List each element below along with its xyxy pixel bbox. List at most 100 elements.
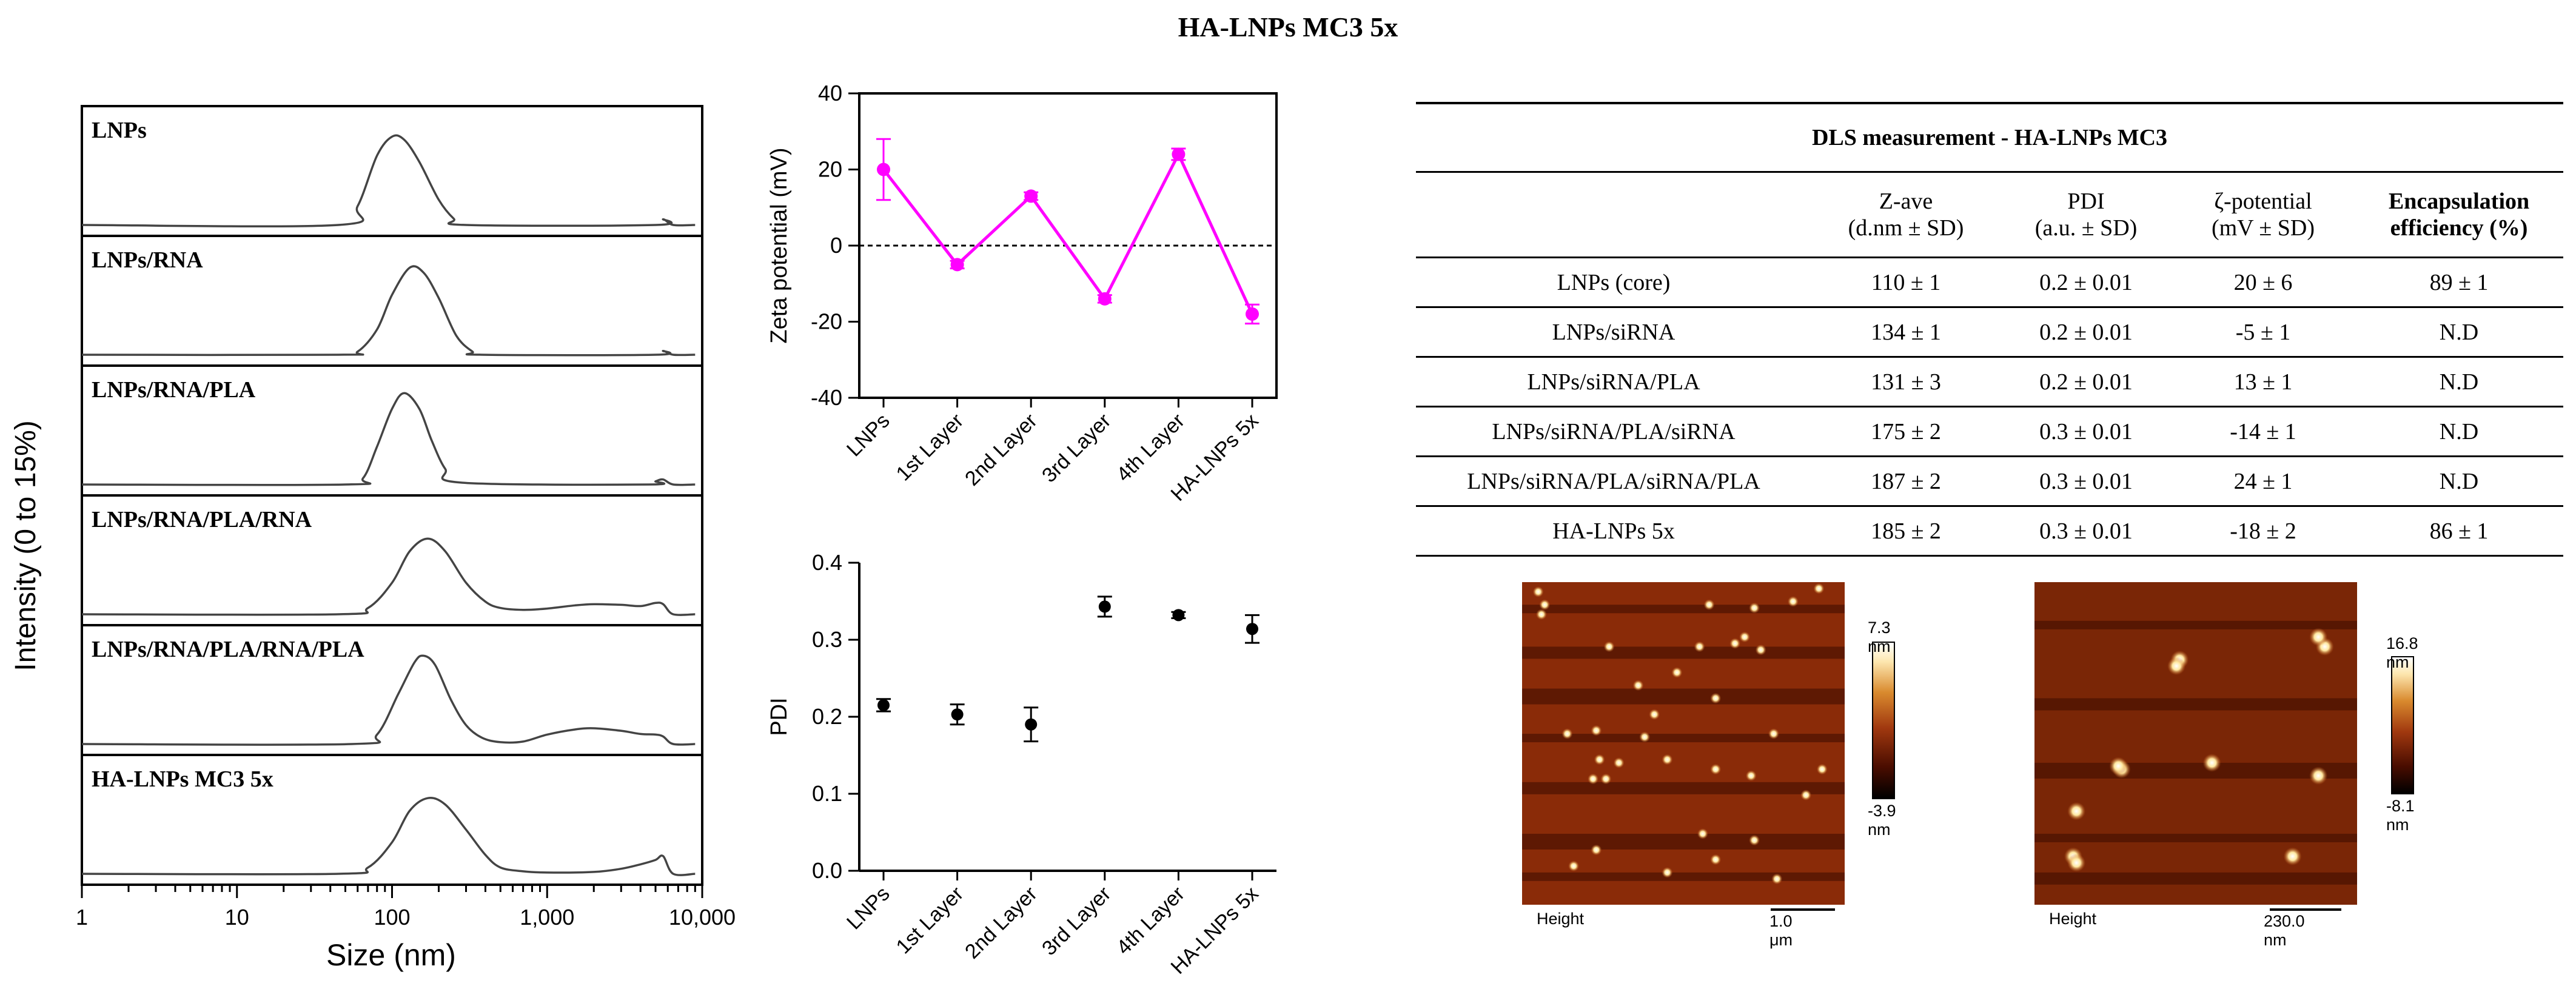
size-distribution-curve bbox=[81, 265, 696, 357]
y-tick-label: 20 bbox=[818, 157, 842, 182]
afm-scan-streak bbox=[2034, 698, 2357, 711]
size-x-tick-label: 1,000 bbox=[520, 905, 574, 930]
data-point bbox=[1098, 600, 1111, 613]
data-point bbox=[877, 163, 890, 176]
size-distribution-chart: Intensity (0 to 15%) LNPs LNPs/RNA LNPs/RN… bbox=[10, 105, 736, 972]
afm-particle bbox=[1729, 638, 1741, 649]
afm-particle bbox=[1800, 790, 1812, 801]
afm-scan-streak bbox=[1522, 688, 1845, 705]
dls-header-zave: Z-ave (d.nm ± SD) bbox=[1811, 172, 2001, 258]
afm-particle bbox=[1639, 731, 1651, 743]
x-tick-label: 3rd Layer bbox=[1038, 882, 1115, 960]
afm-particle bbox=[2067, 853, 2086, 872]
afm-particle bbox=[1591, 844, 1602, 856]
y-axis-label: PDI bbox=[766, 697, 792, 736]
afm-mode-label-1: Height bbox=[1537, 910, 1585, 928]
afm-particle bbox=[1561, 728, 1573, 740]
afm-particle bbox=[1662, 754, 1673, 765]
table-row: LNPs/siRNA/PLA/siRNA/PLA 187 ± 2 0.3 ± 0.0… bbox=[1416, 456, 2563, 507]
afm-particle bbox=[2283, 847, 2302, 866]
afm-particle bbox=[1694, 641, 1705, 652]
afm-particle bbox=[1671, 666, 1683, 678]
afm-particle bbox=[1745, 770, 1757, 782]
afm-scale-bar-2 bbox=[2270, 908, 2341, 911]
afm-background bbox=[2034, 582, 2357, 905]
afm-scan-streak bbox=[1522, 872, 1845, 881]
data-point bbox=[951, 708, 964, 721]
data-point bbox=[1098, 292, 1112, 306]
table-row: HA-LNPs 5x 185 ± 2 0.3 ± 0.01 -18 ± 2 86 ± 1 bbox=[1416, 506, 2563, 557]
afm-particle bbox=[1749, 602, 1760, 614]
table-row: LNPs (core) 110 ± 1 0.2 ± 0.01 20 ± 6 89 ± 1 bbox=[1416, 257, 2563, 308]
data-point bbox=[950, 258, 964, 272]
size-x-axis: 1 10 100 1,000 10,000 bbox=[76, 885, 736, 930]
afm-particle bbox=[1710, 763, 1722, 775]
afm-particle bbox=[1697, 828, 1708, 839]
afm-scale-max-1: 7.3 nm bbox=[1868, 619, 1891, 656]
size-distribution-curve bbox=[81, 392, 696, 486]
figure-title: HA-LNPs MC3 5x bbox=[1178, 12, 1398, 42]
afm-particle bbox=[1816, 763, 1828, 775]
afm-particle bbox=[1600, 773, 1612, 785]
size-x-tick-label: 100 bbox=[374, 905, 410, 930]
afm-particle bbox=[1591, 725, 1602, 736]
data-point bbox=[1246, 307, 1259, 321]
y-tick-label: 0.2 bbox=[812, 704, 842, 729]
afm-scale-min-2: -8.1 nm bbox=[2386, 797, 2415, 834]
data-point bbox=[1246, 623, 1258, 635]
afm-particle bbox=[1710, 854, 1722, 865]
afm-scale-label-1: 1.0 μm bbox=[1769, 912, 1793, 949]
afm-scan-streak bbox=[1522, 833, 1845, 850]
dls-header-sample bbox=[1416, 172, 1811, 258]
x-tick-label: LNPs bbox=[842, 409, 894, 461]
data-point bbox=[1024, 189, 1038, 203]
afm-scan-streak bbox=[1522, 605, 1845, 614]
afm-particle bbox=[1771, 873, 1783, 885]
afm-scan-streak bbox=[2034, 762, 2357, 779]
table-row: LNPs/siRNA/PLA/siRNA 175 ± 2 0.3 ± 0.01 -14… bbox=[1416, 406, 2563, 457]
data-point bbox=[1172, 609, 1185, 622]
table-row: LNPs/siRNA/PLA 131 ± 3 0.2 ± 0.01 13 ± 1 N.D bbox=[1416, 357, 2563, 407]
x-tick-label: LNPs bbox=[842, 882, 894, 934]
afm-particle bbox=[1710, 692, 1722, 704]
dls-header-encapsulation: Encapsulation efficiency (%) bbox=[2355, 172, 2563, 258]
afm-particle bbox=[1649, 709, 1660, 720]
afm-particle bbox=[1755, 644, 1766, 656]
y-tick-label: 40 bbox=[818, 81, 842, 106]
dls-header-pdi: PDI (a.u. ± SD) bbox=[2001, 172, 2172, 258]
afm-particle bbox=[1787, 595, 1799, 607]
afm-scale-label-2: 230.0 nm bbox=[2264, 912, 2305, 949]
afm-scale-min-1: -3.9 nm bbox=[1868, 802, 1896, 839]
size-distribution-curve bbox=[81, 537, 696, 616]
dls-table-title: DLS measurement - HA-LNPs MC3 bbox=[1416, 102, 2563, 173]
x-tick-label: 2nd Layer bbox=[961, 409, 1042, 491]
dls-table: DLS measurement - HA-LNPs MC3 Z-ave (d.nm… bbox=[1416, 102, 2563, 557]
data-point bbox=[877, 699, 890, 711]
y-tick-label: 0.3 bbox=[812, 627, 842, 652]
x-tick-label: 1st Layer bbox=[891, 882, 968, 959]
afm-particle bbox=[1662, 867, 1673, 878]
size-distribution-curve bbox=[81, 654, 696, 746]
size-panel-label: LNPs/RNA/PLA bbox=[92, 377, 256, 403]
y-tick-label: -20 bbox=[811, 309, 842, 334]
afm-height-image-2 bbox=[2034, 582, 2357, 905]
afm-scale-bar-1 bbox=[1771, 908, 1835, 911]
y-tick-label: 0.1 bbox=[812, 781, 842, 806]
afm-scale-max-2: 16.8 nm bbox=[2386, 634, 2418, 671]
afm-color-scale-2 bbox=[2391, 656, 2414, 794]
afm-particle bbox=[2309, 766, 2328, 785]
afm-scan-streak bbox=[1522, 782, 1845, 794]
series-line bbox=[882, 150, 1254, 315]
afm-particle bbox=[1535, 609, 1547, 620]
y-tick-label: 0.0 bbox=[812, 858, 842, 883]
size-panel-label: HA-LNPs MC3 5x bbox=[92, 766, 273, 792]
afm-particle bbox=[1613, 757, 1625, 768]
afm-particle bbox=[1768, 728, 1779, 740]
table-row: LNPs/siRNA 134 ± 1 0.2 ± 0.01 -5 ± 1 N.D bbox=[1416, 307, 2563, 358]
dls-header-zeta: ζ-potential (mV ± SD) bbox=[2172, 172, 2355, 258]
size-x-tick-label: 10,000 bbox=[669, 905, 736, 930]
afm-particle bbox=[1568, 860, 1580, 872]
afm-background bbox=[1522, 582, 1845, 905]
